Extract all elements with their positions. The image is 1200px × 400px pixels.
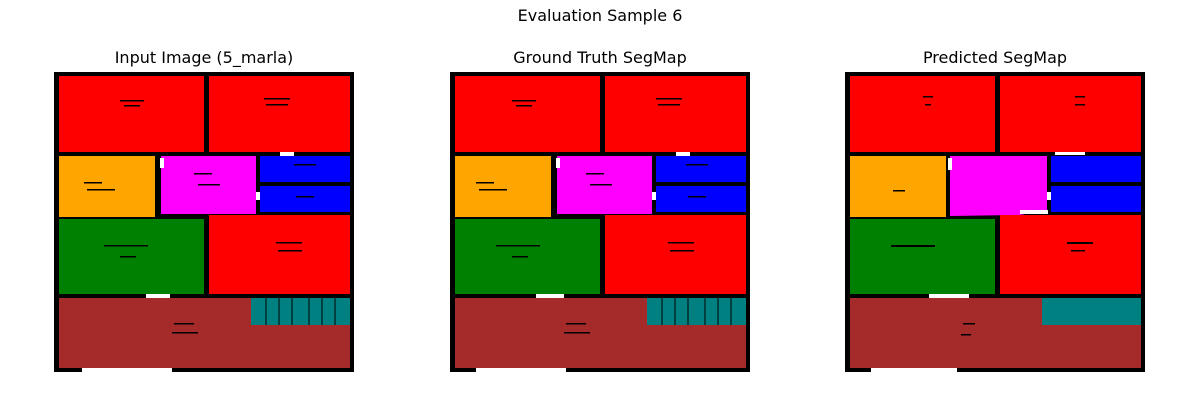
panel-input-image	[54, 72, 354, 372]
room-bedroom-top-right	[605, 76, 746, 152]
stairs	[1042, 298, 1141, 325]
panel-ground-truth	[450, 72, 750, 372]
figure-title: Evaluation Sample 6	[517, 6, 683, 25]
room-kitchen	[59, 156, 155, 217]
room-bath-upper	[260, 156, 350, 182]
room-bath-lower	[1051, 186, 1141, 212]
room-kitchen	[850, 156, 946, 217]
room-bedroom-top-left	[455, 76, 600, 152]
room-bath-upper	[1051, 156, 1141, 182]
room-label-marks	[476, 98, 708, 334]
door-openings	[871, 152, 1085, 372]
room-bedroom-top-left	[850, 76, 995, 152]
room-bedroom-top-left	[59, 76, 204, 152]
room-bath-lower	[260, 186, 350, 212]
room-bedroom-middle	[605, 215, 746, 294]
floorplan-ground-truth	[450, 72, 750, 372]
room-living	[850, 219, 995, 294]
stairs	[251, 298, 350, 325]
room-bath-lower	[656, 186, 746, 212]
panel-predicted	[845, 72, 1145, 372]
stair-steps	[661, 298, 732, 325]
room-label-marks	[84, 98, 316, 334]
floorplan-predicted	[845, 72, 1145, 372]
stairs	[647, 298, 746, 325]
door-openings	[82, 152, 294, 372]
room-bath-upper	[656, 156, 746, 182]
room-bedroom-top-right	[1000, 76, 1141, 152]
panel-title-input: Input Image (5_marla)	[114, 48, 294, 67]
room-bedroom-middle	[1000, 215, 1141, 294]
door-openings	[476, 152, 690, 372]
panel-title-predicted: Predicted SegMap	[922, 48, 1068, 67]
room-bedroom-middle	[209, 215, 350, 294]
panel-title-ground-truth: Ground Truth SegMap	[513, 48, 687, 67]
room-bedroom-top-right	[209, 76, 350, 152]
room-kitchen	[455, 156, 551, 217]
room-label-marks	[891, 96, 1093, 336]
stair-steps	[265, 298, 336, 325]
floorplan-input	[54, 72, 354, 372]
room-magenta	[950, 156, 1047, 216]
